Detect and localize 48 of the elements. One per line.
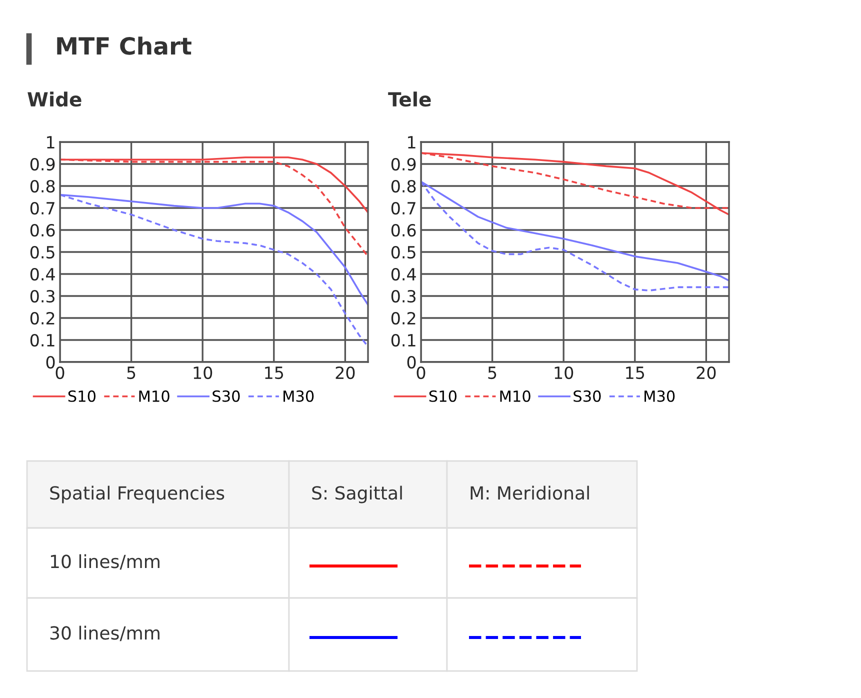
y-tick-label: 0.8 <box>30 180 55 193</box>
y-tick-label: 0.9 <box>391 158 416 171</box>
y-tick-label: 0.6 <box>391 224 416 237</box>
y-tick-label: 0.6 <box>30 224 55 237</box>
y-tick-label: 0.3 <box>391 290 416 303</box>
y-tick-label: 0 <box>46 356 55 369</box>
legend-label: M30 <box>644 390 675 402</box>
text: MTF Chart <box>57 36 192 55</box>
chart-title: Tele <box>388 92 431 107</box>
legend-label: M10 <box>500 390 530 402</box>
x-tick-label: 5 <box>488 366 496 380</box>
y-tick-label: 0.7 <box>30 202 54 215</box>
y-tick-label: 1 <box>408 136 416 148</box>
legend-label: M30 <box>284 390 314 402</box>
x-tick-label: 20 <box>336 366 355 380</box>
y-tick-label: 0.2 <box>391 312 416 325</box>
y-tick-label: 0.1 <box>391 334 416 347</box>
x-tick-label: 20 <box>696 366 716 380</box>
y-tick-label: 0.9 <box>30 158 55 171</box>
x-tick-label: 10 <box>194 366 212 380</box>
chart-title: Wide <box>28 92 82 107</box>
y-tick-label: 0.2 <box>30 312 54 325</box>
x-tick-label: 15 <box>265 366 284 380</box>
legend-label: S10 <box>68 390 96 402</box>
x-tick-label: 15 <box>626 366 644 380</box>
legend-label: S30 <box>212 390 240 402</box>
x-tick-label: 0 <box>416 366 426 380</box>
y-tick-label: 0.3 <box>30 290 54 303</box>
text: S: Sagittal <box>312 486 402 504</box>
legend-label: M10 <box>139 390 170 402</box>
y-tick-label: 0.5 <box>30 246 54 259</box>
text: 10 lines/mm <box>50 554 160 570</box>
text: M: Meridional <box>470 486 589 500</box>
legend-label: S10 <box>429 390 457 402</box>
x-tick-label: 0 <box>56 366 64 380</box>
text: 30 lines/mm <box>50 626 160 642</box>
text: Spatial Frequencies <box>50 486 224 504</box>
x-tick-label: 10 <box>554 366 574 380</box>
y-tick-label: 0.5 <box>391 246 416 259</box>
y-tick-label: 0.8 <box>391 180 416 193</box>
y-tick-label: 0.7 <box>391 202 416 215</box>
y-tick-label: 1 <box>47 136 54 148</box>
y-tick-label: 0 <box>407 356 416 369</box>
y-tick-label: 0.4 <box>30 268 55 281</box>
y-tick-label: 0.4 <box>391 268 416 281</box>
y-tick-label: 0.1 <box>30 334 54 347</box>
x-tick-label: 5 <box>127 366 136 380</box>
legend-label: S30 <box>574 390 601 402</box>
